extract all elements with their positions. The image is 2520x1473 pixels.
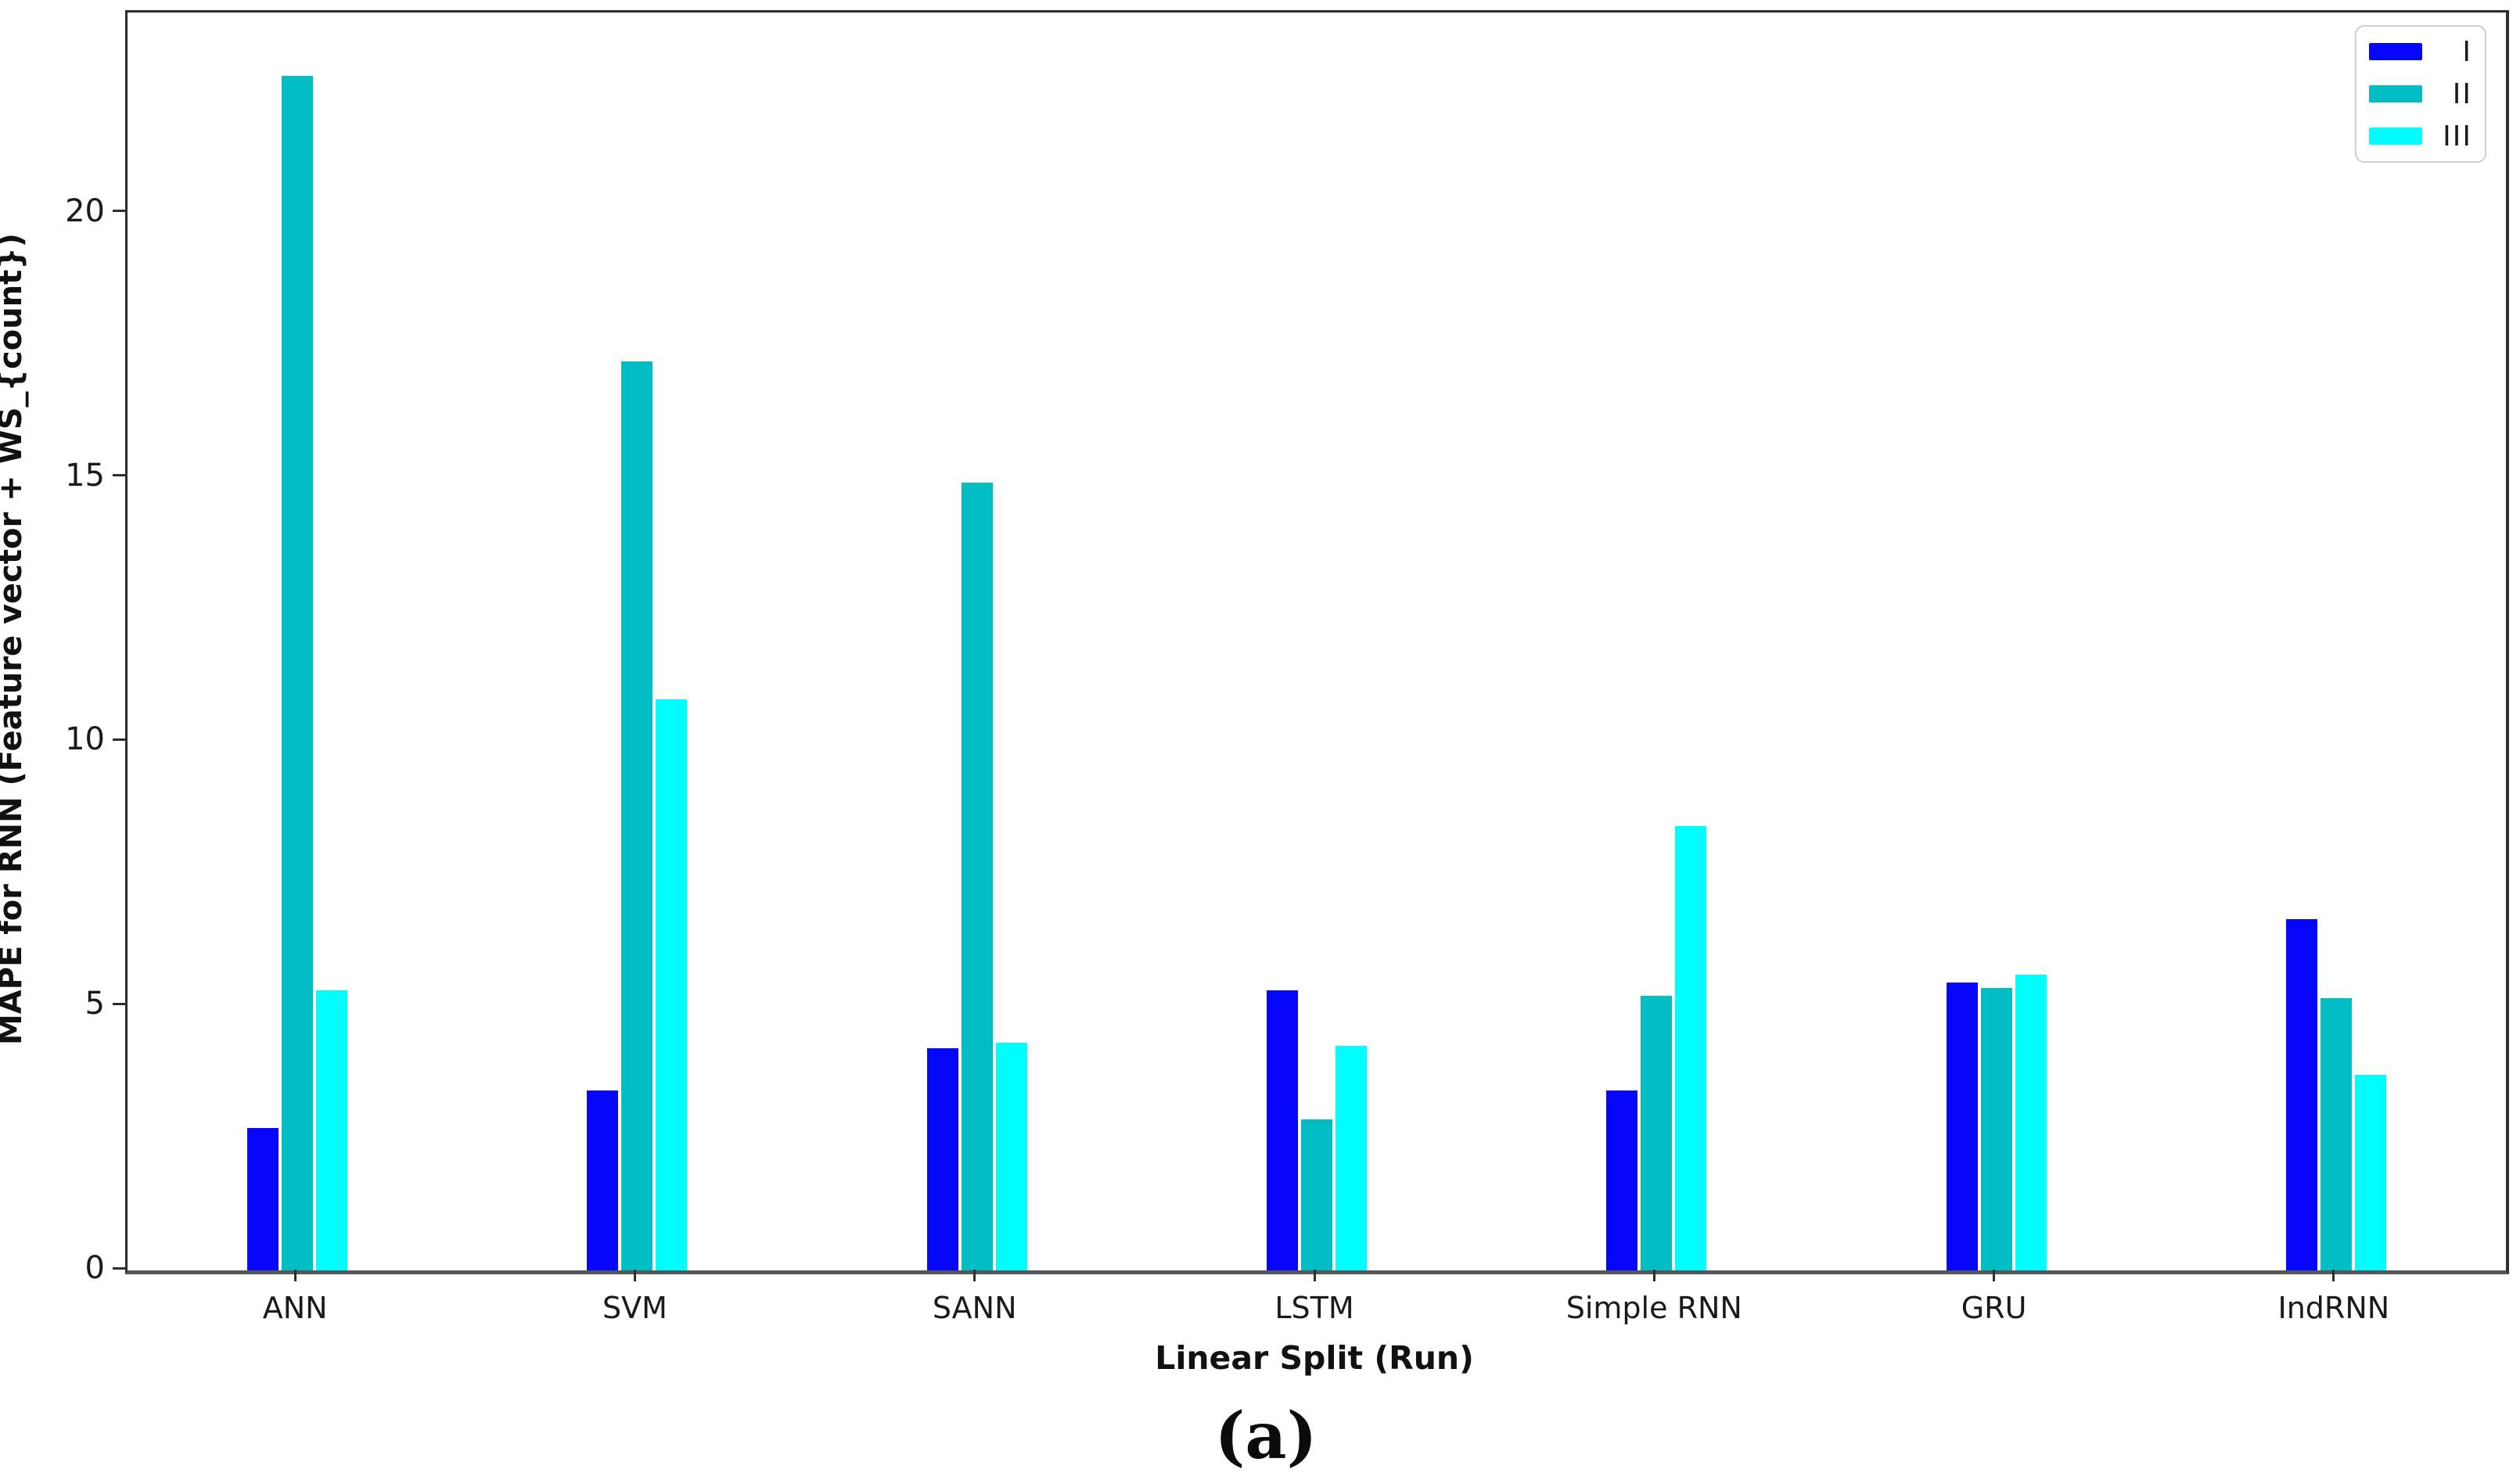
legend-label-II: II [2452, 77, 2472, 110]
legend-label-III: III [2443, 120, 2472, 153]
bar-SVM-III [656, 699, 688, 1270]
y-tick-label: 20 [65, 192, 105, 229]
legend-row-II: II [2369, 77, 2472, 110]
x-tick-label: IndRNN [2277, 1291, 2390, 1325]
bar-ANN-I [247, 1127, 279, 1270]
bar-LSTM-II [1301, 1119, 1332, 1270]
legend: I II III [2355, 25, 2486, 163]
y-tick-mark [113, 474, 125, 477]
bar-SANN-I [926, 1048, 958, 1270]
x-tick-mark [1993, 1270, 1996, 1281]
bar-ANN-II [282, 76, 314, 1270]
plot-area [125, 10, 2509, 1274]
bar-IndRNN-III [2354, 1075, 2386, 1270]
y-axis-label: MAPE for RNN (Feature vector + WS_{count… [0, 232, 29, 1046]
x-tick-mark [2332, 1270, 2335, 1281]
x-tick-mark [1652, 1270, 1655, 1281]
legend-swatch-III [2369, 128, 2422, 145]
y-tick-label: 10 [65, 721, 105, 758]
y-tick-mark [113, 1266, 125, 1270]
y-tick-mark [113, 1002, 125, 1005]
bar-SANN-III [995, 1043, 1027, 1270]
legend-swatch-II [2369, 85, 2422, 102]
bar-Simple-RNN-II [1641, 995, 1673, 1270]
legend-row-III: III [2369, 120, 2472, 153]
y-tick-mark [113, 210, 125, 213]
x-tick-label: SANN [932, 1291, 1017, 1325]
bar-GRU-II [1980, 987, 2012, 1270]
x-tick-mark [633, 1270, 636, 1281]
legend-swatch-I [2369, 43, 2422, 60]
x-tick-label: ANN [262, 1291, 328, 1325]
bar-SVM-I [587, 1090, 619, 1270]
bar-LSTM-III [1335, 1045, 1367, 1270]
subfigure-caption: (a) [1214, 1399, 1318, 1473]
bar-SVM-II [621, 361, 653, 1270]
legend-label-I: I [2462, 35, 2472, 68]
bar-GRU-III [2015, 974, 2047, 1270]
y-tick-mark [113, 738, 125, 741]
x-tick-label: LSTM [1274, 1291, 1354, 1325]
x-tick-label: Simple RNN [1566, 1291, 1742, 1325]
bar-LSTM-I [1267, 990, 1298, 1270]
bar-IndRNN-I [2285, 918, 2317, 1270]
bar-Simple-RNN-I [1606, 1090, 1638, 1270]
x-tick-mark [1313, 1270, 1316, 1281]
bar-GRU-I [1946, 982, 1978, 1270]
y-tick-label: 5 [84, 986, 105, 1022]
x-tick-mark [973, 1270, 976, 1281]
legend-row-I: I [2369, 35, 2472, 68]
y-tick-label: 0 [84, 1250, 105, 1286]
bar-SANN-II [961, 483, 993, 1270]
x-axis-label: Linear Split (Run) [1155, 1339, 1474, 1377]
bar-ANN-III [316, 990, 348, 1270]
bar-IndRNN-II [2320, 998, 2352, 1270]
x-tick-mark [293, 1270, 297, 1281]
y-tick-label: 15 [65, 457, 105, 494]
x-tick-label: SVM [602, 1291, 667, 1325]
bar-Simple-RNN-III [1675, 826, 1707, 1270]
x-tick-label: GRU [1961, 1291, 2027, 1325]
